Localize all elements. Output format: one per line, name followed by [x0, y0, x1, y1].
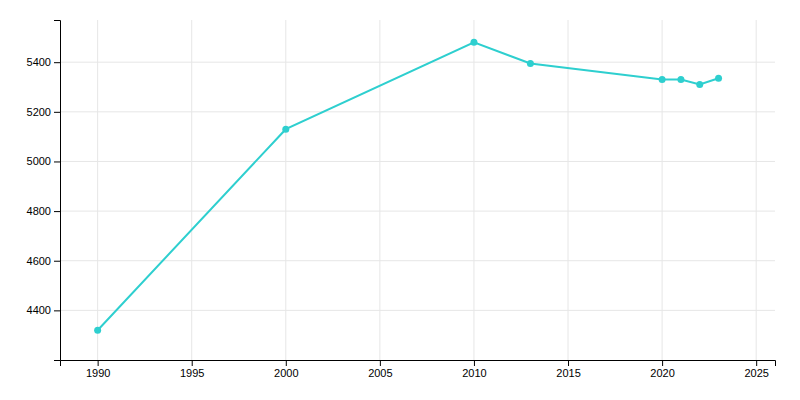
grid-line-x — [568, 20, 569, 360]
point — [282, 126, 289, 133]
grid-line-y — [60, 111, 775, 112]
x-axis: 1990 1995 2000 2005 2010 2015 2020 2025 — [61, 360, 776, 379]
x-tick-mark — [568, 360, 569, 366]
y-tick-mark — [54, 261, 60, 262]
x-tick: 2000 — [274, 360, 298, 379]
line — [98, 42, 719, 330]
x-axis-line — [61, 361, 776, 367]
y-tick-label: 5000 — [27, 155, 51, 167]
x-tick-mark — [98, 360, 99, 366]
y-tick-label: 5400 — [27, 56, 51, 68]
x-tick: 2015 — [556, 360, 580, 379]
x-tick-mark — [380, 360, 381, 366]
point — [715, 75, 722, 82]
grid — [60, 20, 775, 360]
x-tick-mark — [192, 360, 193, 366]
y-tick-mark — [54, 161, 60, 162]
grid-line-x — [191, 20, 192, 360]
y-axis-line — [54, 21, 61, 361]
x-tick-mark — [756, 360, 757, 366]
x-tick: 2020 — [650, 360, 674, 379]
point — [696, 81, 703, 88]
y-axis: 4400 4600 4800 5000 5200 5400 — [27, 21, 61, 361]
x-tick: 2010 — [462, 360, 486, 379]
x-tick: 1995 — [180, 360, 204, 379]
plot: 1990 1995 2000 2005 2010 2015 2020 2025 4400 4600… — [27, 20, 776, 379]
grid-line-y — [60, 260, 775, 261]
x-tick: 2005 — [368, 360, 392, 379]
grid-line-x — [285, 20, 286, 360]
y-tick: 5000 — [27, 155, 60, 167]
point — [527, 60, 534, 67]
x-tick-mark — [286, 360, 287, 366]
point — [677, 76, 684, 83]
y-tick: 4600 — [27, 255, 60, 267]
x-tick-label: 2020 — [650, 367, 674, 379]
y-tick-label: 4800 — [27, 205, 51, 217]
y-tick: 5400 — [27, 56, 60, 68]
y-tick-label: 4400 — [27, 304, 51, 316]
x-tick-label: 2025 — [744, 367, 768, 379]
grid-line-y — [60, 211, 775, 212]
y-tick: 4400 — [27, 304, 60, 316]
x-tick-mark — [662, 360, 663, 366]
x-tick-mark — [474, 360, 475, 366]
grid-line-x — [379, 20, 380, 360]
y-tick-mark — [54, 62, 60, 63]
marks — [94, 39, 722, 334]
y-tick: 4800 — [27, 205, 60, 217]
y-tick: 5200 — [27, 106, 60, 118]
x-tick-label: 2005 — [368, 367, 392, 379]
grid-line-x — [473, 20, 474, 360]
point — [470, 39, 477, 46]
x-tick-label: 2000 — [274, 367, 298, 379]
x-tick: 1990 — [86, 360, 110, 379]
y-tick-label: 4600 — [27, 255, 51, 267]
point — [659, 76, 666, 83]
x-tick-label: 1995 — [180, 367, 204, 379]
grid-line-x — [97, 20, 98, 360]
point — [94, 327, 101, 334]
grid-line-y — [60, 310, 775, 311]
x-tick: 2025 — [744, 360, 768, 379]
y-tick-mark — [54, 211, 60, 212]
grid-line-x — [662, 20, 663, 360]
grid-line-y — [60, 62, 775, 63]
grid-line-x — [756, 20, 757, 360]
x-tick-label: 2010 — [462, 367, 486, 379]
x-tick-label: 1990 — [86, 367, 110, 379]
y-tick-mark — [54, 310, 60, 311]
y-tick-mark — [54, 112, 60, 113]
grid-line-y — [60, 161, 775, 162]
x-tick-label: 2015 — [556, 367, 580, 379]
y-tick-label: 5200 — [27, 106, 51, 118]
chart: 1990 1995 2000 2005 2010 2015 2020 2025 4400 4600… — [0, 0, 800, 400]
